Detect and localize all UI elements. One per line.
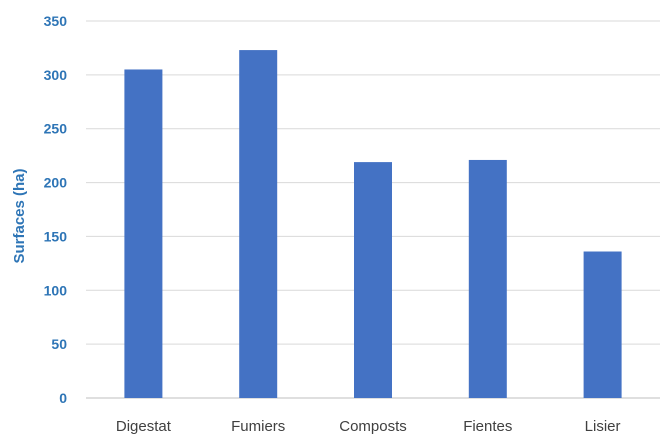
y-tick-label: 150 [44, 228, 68, 244]
x-tick-label: Lisier [585, 418, 621, 435]
bar-fumiers [239, 50, 278, 398]
x-tick-label: Digestat [116, 418, 172, 435]
y-tick-label: 350 [44, 13, 68, 29]
bars-layer [124, 50, 622, 398]
y-tick-label: 300 [44, 67, 68, 83]
y-tick-label: 200 [44, 175, 68, 191]
bar-lisier [583, 251, 622, 398]
x-tick-label: Fumiers [231, 418, 285, 435]
bar-fientes [468, 159, 507, 398]
y-tick-label: 0 [59, 390, 67, 406]
y-tick-label: 250 [44, 121, 68, 137]
y-tick-label: 100 [44, 282, 68, 298]
x-tick-label: Fientes [463, 418, 512, 435]
y-axis-label: Surfaces (ha) [11, 168, 28, 263]
bar-composts [354, 162, 392, 398]
bar-digestat [124, 69, 163, 398]
x-axis-ticks: Digestat Fumiers Composts Fientes Lisier [116, 418, 621, 435]
y-axis-ticks: 0 50 100 150 200 250 300 350 [44, 13, 68, 406]
y-tick-label: 50 [51, 336, 67, 352]
x-tick-label: Composts [339, 418, 407, 435]
